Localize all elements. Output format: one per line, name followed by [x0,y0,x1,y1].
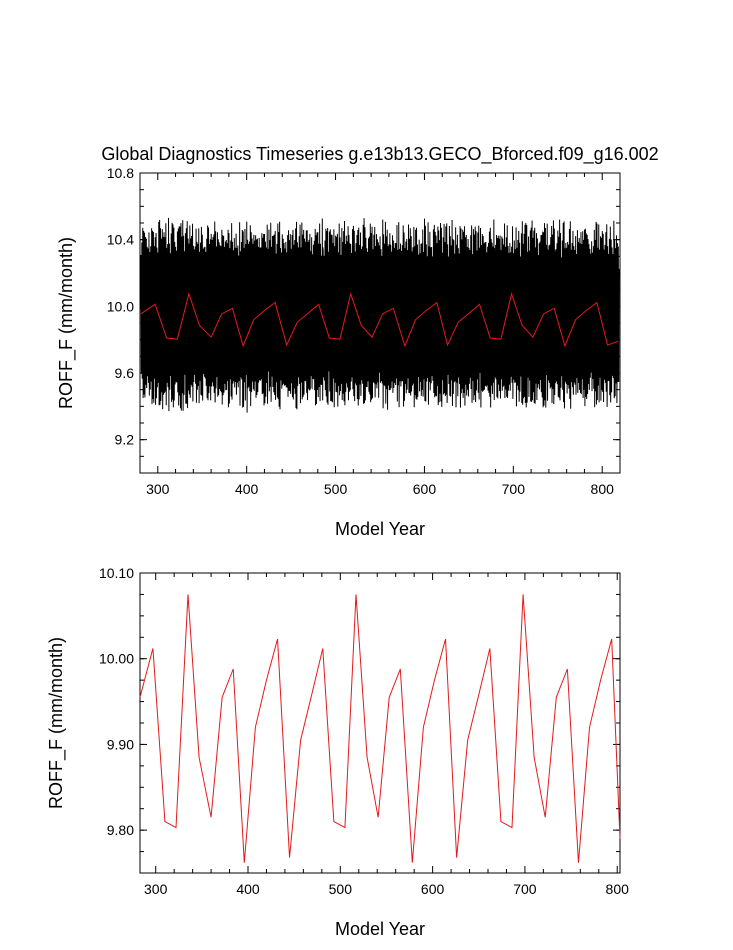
top-chart: Global Diagnostics Timeseries g.e13b13.G… [56,144,659,539]
bottom-ticks: 300 400 500 600 700 800 9.80 9.90 10.00 10.10 [99,565,629,897]
y-tick-label: 10.10 [99,565,134,581]
top-monthly-series [140,217,620,413]
x-tick-label: 800 [606,881,630,897]
x-tick-label: 500 [329,881,353,897]
y-tick-label: 10.8 [107,165,134,181]
monthly-series-line [140,217,620,413]
y-tick-label: 10.4 [107,232,134,248]
x-tick-label: 600 [413,481,437,497]
bottom-plot-frame [139,572,621,874]
top-chart-title: Global Diagnostics Timeseries g.e13b13.G… [101,144,658,165]
top-x-axis-label: Model Year [335,519,425,539]
top-y-axis-label: ROFF_F (mm/month) [56,237,77,409]
x-tick-label: 400 [236,881,260,897]
x-tick-label: 400 [235,481,259,497]
y-tick-label: 9.90 [107,736,134,752]
x-tick-label: 600 [421,881,445,897]
top-annual-series [140,292,619,348]
bottom-x-axis-label: Model Year [335,919,425,939]
x-tick-label: 500 [324,481,348,497]
top-ticks: 300 400 500 600 700 800 9.2 9.6 10.0 10.4 10.8 [107,165,621,497]
bottom-annual-series [139,594,621,863]
bottom-chart: 300 400 500 600 700 800 9.80 9.90 10.00 10.10 Mod… [46,565,629,939]
annual-mean-line [140,292,619,348]
x-tick-label: 700 [513,881,537,897]
y-tick-label: 10.0 [107,298,134,314]
y-tick-label: 9.6 [115,365,135,381]
x-tick-label: 800 [591,481,615,497]
x-tick-label: 300 [146,481,170,497]
annual-mean-line [139,594,621,863]
x-tick-label: 700 [502,481,526,497]
y-tick-label: 9.80 [107,822,134,838]
bottom-y-axis-label: ROFF_F (mm/month) [46,637,67,809]
y-tick-label: 9.2 [115,432,135,448]
y-tick-label: 10.00 [99,651,134,667]
x-tick-label: 300 [144,881,168,897]
